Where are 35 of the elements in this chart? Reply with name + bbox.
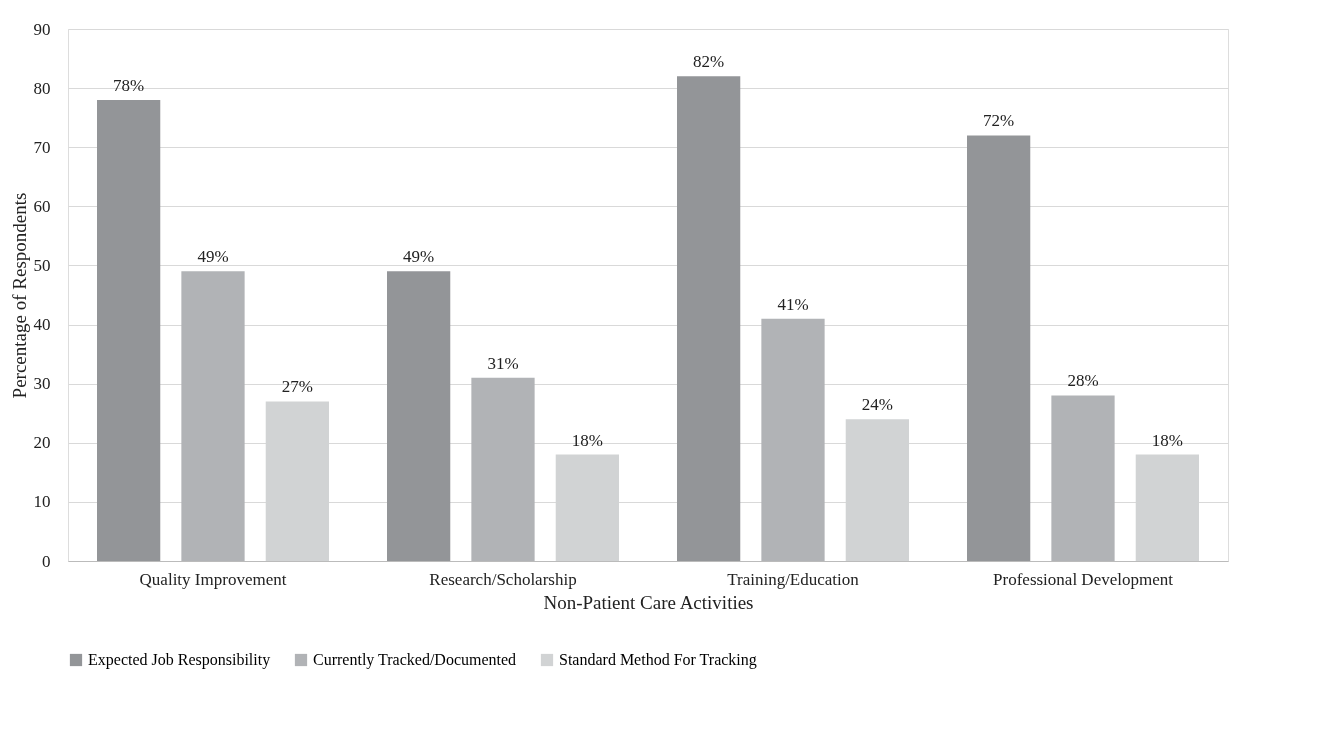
y-tick-label: 80: [33, 78, 51, 98]
y-tick-label: 50: [33, 255, 51, 275]
data-label: 49%: [197, 247, 229, 267]
y-tick-label: 90: [33, 19, 51, 39]
bar: [677, 76, 741, 561]
bar: [97, 99, 161, 561]
y-tick-label: 70: [33, 137, 51, 157]
x-tick-label: Quality Improvement: [139, 569, 287, 589]
data-label: 49%: [403, 247, 435, 267]
data-label: 27%: [281, 377, 313, 397]
data-label: 24%: [861, 395, 893, 415]
data-label: 72%: [983, 111, 1015, 131]
y-tick-label: 0: [42, 551, 51, 571]
x-tick-label: Training/Education: [727, 569, 860, 589]
y-tick-label: 60: [33, 196, 51, 216]
y-tick-label: 40: [33, 315, 51, 335]
x-tick-label: Research/Scholarship: [429, 569, 577, 589]
bar: [387, 271, 451, 561]
y-tick-label: 30: [33, 374, 51, 394]
y-tick-label: 20: [33, 433, 51, 453]
data-label: 78%: [113, 75, 145, 95]
data-label: 28%: [1067, 371, 1099, 391]
y-tick-label: 10: [33, 492, 51, 512]
x-axis-title: Non-Patient Care Activities: [543, 591, 754, 613]
data-label: 41%: [777, 294, 809, 314]
data-label: 18%: [571, 430, 603, 450]
legend-label: Expected Job Responsibility: [88, 651, 271, 669]
x-tick-label: Professional Development: [993, 569, 1174, 589]
bar: [967, 135, 1031, 561]
data-label: 31%: [487, 353, 519, 373]
legend-label: Standard Method For Tracking: [559, 651, 757, 669]
legend-label: Currently Tracked/Documented: [313, 651, 517, 669]
data-label: 82%: [693, 52, 725, 72]
y-axis-title: Percentage of Respondents: [8, 192, 30, 399]
data-label: 18%: [1151, 430, 1183, 450]
